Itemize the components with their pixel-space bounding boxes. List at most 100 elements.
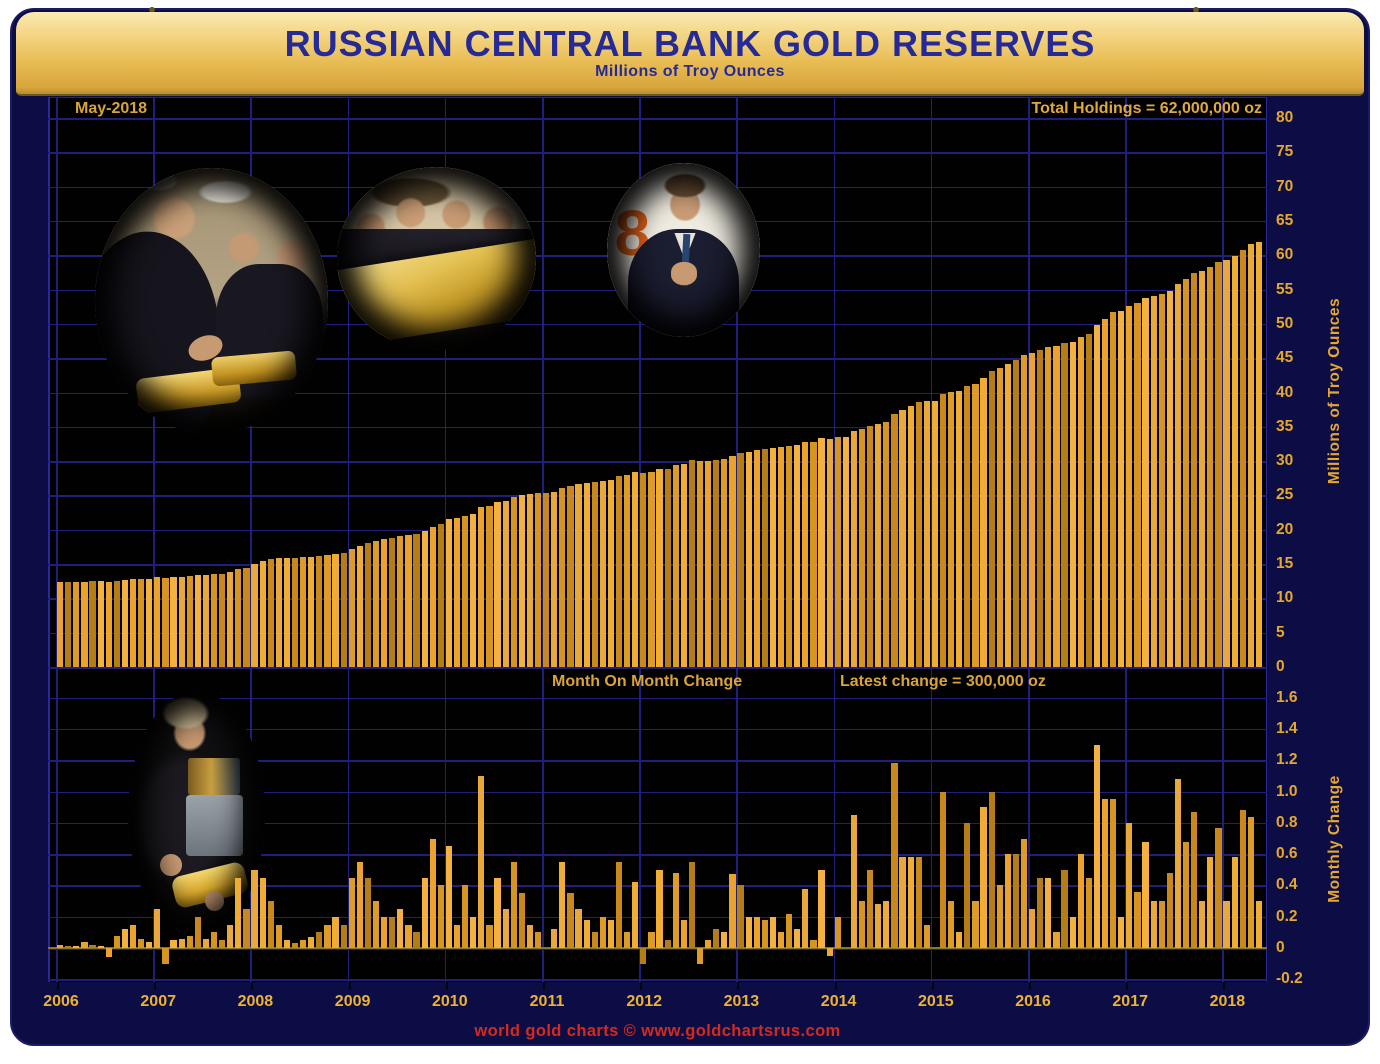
reserve-bar	[1029, 353, 1036, 667]
change-bar	[1215, 827, 1222, 948]
change-bar	[364, 877, 372, 948]
change-bar	[97, 946, 104, 948]
year-gridline	[1028, 97, 1030, 982]
change-bar	[129, 924, 137, 948]
photo-shape	[188, 757, 241, 795]
change-bar	[1255, 901, 1263, 948]
change-bar	[494, 877, 501, 948]
change-bar	[437, 885, 444, 948]
change-bar	[57, 944, 64, 948]
x-tick-label: 2013	[723, 993, 760, 1010]
change-bar	[1158, 901, 1165, 948]
change-bar	[648, 932, 655, 949]
change-bar	[1182, 841, 1190, 948]
bottom-gridline	[48, 791, 1267, 793]
reserve-bar	[543, 492, 550, 667]
reserve-bar	[1182, 278, 1190, 667]
reserve-bar	[486, 505, 493, 667]
x-tick-label: 2010	[432, 993, 468, 1010]
photo-shape	[628, 229, 739, 337]
change-bar	[737, 885, 744, 948]
change-bar	[146, 941, 153, 948]
bottom-y-tick-label: 0.4	[1276, 876, 1298, 894]
change-bar	[1166, 872, 1173, 948]
top-y-tick-label: 35	[1276, 417, 1294, 435]
photo-shape	[95, 224, 232, 434]
change-bar	[1150, 901, 1157, 948]
reserve-bar	[875, 424, 882, 667]
reserve-bar	[1239, 249, 1246, 667]
reserve-bar	[1085, 334, 1092, 667]
x-tick-mark	[1126, 982, 1129, 990]
change-bar	[688, 861, 696, 948]
page-subtitle: Millions of Troy Ounces	[595, 63, 785, 81]
change-bar	[478, 775, 485, 949]
change-bar	[413, 932, 420, 949]
reserve-bar	[470, 514, 477, 667]
x-tick-mark	[1029, 982, 1031, 990]
reserve-bar	[478, 506, 485, 667]
change-bar	[486, 924, 493, 948]
change-bar	[340, 924, 347, 948]
change-bar	[445, 846, 453, 948]
change-bar	[275, 924, 282, 948]
change-bar	[551, 929, 558, 948]
bottom-gridline	[48, 760, 1267, 762]
reserve-bar	[988, 370, 995, 667]
reserve-bar	[1223, 259, 1230, 667]
bottom-y-tick-label: 1.2	[1276, 751, 1298, 769]
reserve-bar	[575, 484, 582, 667]
reserve-bar	[656, 468, 663, 667]
change-bar	[259, 877, 266, 948]
change-bar	[1199, 901, 1206, 948]
reserve-bar	[567, 485, 574, 667]
reserve-bar	[502, 500, 509, 667]
bottom-gridline	[48, 822, 1267, 825]
reserve-bar	[300, 557, 307, 667]
reserve-bar	[162, 577, 169, 667]
reserve-bar	[1134, 303, 1141, 667]
bottom-chart-title: Month On Month Change	[552, 673, 743, 690]
reserve-bar	[405, 535, 412, 667]
reserve-bar	[1231, 255, 1238, 667]
change-bar	[567, 893, 574, 948]
reserve-bar	[372, 540, 380, 667]
change-bar	[1061, 869, 1068, 949]
change-bar	[656, 869, 663, 949]
photo-shape	[337, 229, 536, 285]
reserve-bar	[81, 581, 88, 667]
reserve-bar	[615, 475, 623, 667]
change-bar	[883, 901, 890, 948]
reserve-bar	[356, 545, 363, 667]
x-tick-label: 2018	[1209, 993, 1246, 1010]
bottom-gridline	[48, 854, 1267, 856]
photo-shape	[185, 330, 227, 365]
year-gridline	[444, 97, 447, 982]
reserve-bar	[761, 449, 768, 667]
top-gridline	[48, 426, 1267, 429]
change-bar	[802, 888, 809, 948]
change-bar	[1191, 811, 1198, 948]
top-gridline	[48, 461, 1267, 463]
photo-shape	[671, 262, 698, 285]
bottom-y-tick-label: 0.8	[1276, 813, 1298, 831]
change-bar	[948, 901, 955, 948]
top-y-tick-label: 0	[1276, 658, 1285, 675]
bottom-y-tick-label: -0.2	[1276, 970, 1303, 988]
change-bar	[834, 916, 841, 948]
change-bar	[875, 904, 882, 948]
year-gridline	[56, 97, 58, 982]
reserve-bar	[1093, 325, 1101, 667]
change-bar	[186, 935, 193, 948]
reserve-bar	[948, 392, 955, 667]
change-bar	[372, 901, 380, 948]
x-tick-label: 2015	[918, 993, 954, 1010]
reserve-bar	[915, 401, 922, 667]
reserve-bar	[65, 581, 72, 667]
change-bar	[113, 935, 120, 948]
change-bar	[615, 861, 623, 948]
change-bar	[1126, 822, 1133, 948]
reserve-bar	[1118, 311, 1125, 667]
change-bar	[786, 913, 793, 948]
